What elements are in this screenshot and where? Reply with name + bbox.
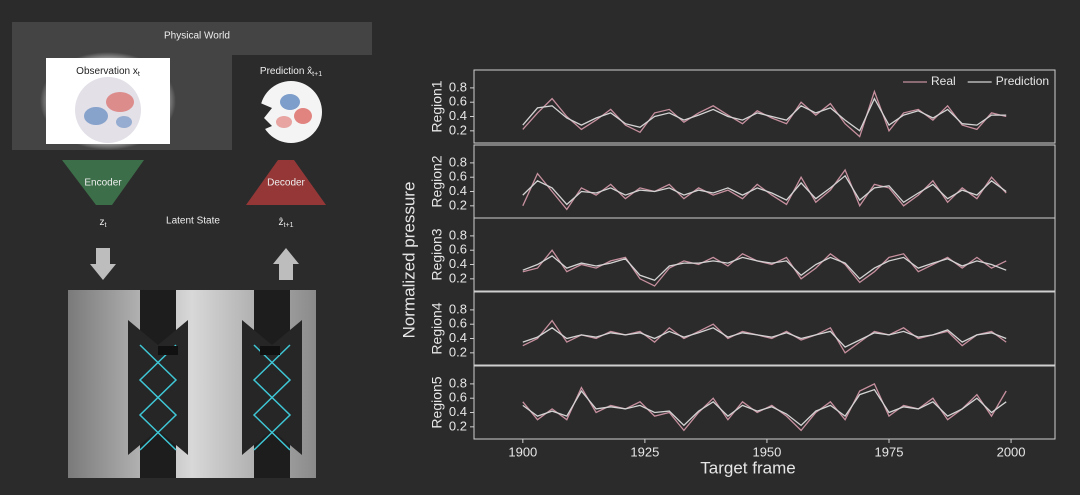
legend-label: Real (931, 74, 956, 88)
y-tick-label: 0.4 (449, 404, 467, 419)
panel-label: Region4 (429, 302, 445, 354)
z-sub: t (105, 222, 107, 229)
physical-world-label: Physical World (164, 31, 230, 42)
z-hat-text: ẑ (279, 217, 284, 228)
z-hat-sub: t+1 (284, 222, 294, 229)
series-line (522, 174, 1007, 206)
prediction-sub: t+1 (312, 71, 322, 78)
chip (242, 320, 302, 455)
x-tick-label: 1900 (508, 444, 537, 459)
decoder-shape (246, 160, 326, 205)
prediction-label: Prediction x̂t+1 (260, 65, 322, 78)
prediction-text: Prediction x̂ (260, 65, 312, 77)
y-tick-label: 0.2 (449, 197, 467, 212)
panel-label: Region1 (429, 80, 445, 132)
decoder-label: Decoder (267, 178, 305, 189)
channels (138, 344, 292, 451)
panel-frame (473, 291, 1056, 366)
y-tick-label: 0.2 (449, 270, 467, 285)
arrow-up (273, 248, 299, 280)
y-tick-label: 0.6 (449, 316, 467, 331)
panel-label: Region3 (429, 228, 445, 280)
z-label: zt (100, 217, 107, 229)
y-tick-label: 0.4 (449, 108, 467, 123)
y-tick-label: 0.8 (449, 375, 467, 390)
sensor (260, 346, 280, 355)
y-tick-label: 0.4 (449, 183, 467, 198)
y-tick-label: 0.6 (449, 94, 467, 109)
y-tick-label: 0.4 (449, 330, 467, 345)
y-tick-label: 0.8 (449, 227, 467, 242)
prediction-cut (258, 102, 272, 132)
panel-frame (473, 69, 1056, 144)
observation-sub: t (138, 71, 140, 78)
x-axis-label: Target frame (700, 458, 795, 477)
x-tick-label: 1925 (630, 444, 659, 459)
x-tick-label: 1975 (875, 444, 904, 459)
arrow-down (90, 248, 116, 280)
series-line (522, 327, 1007, 348)
prediction-blob (294, 108, 312, 124)
flow-blob (116, 116, 132, 128)
y-tick-label: 0.2 (449, 344, 467, 359)
panel-frame (473, 365, 1056, 440)
flow-blob (84, 107, 108, 125)
y-tick-label: 0.6 (449, 242, 467, 257)
prediction-blob (280, 94, 300, 110)
panel-frame (473, 217, 1056, 292)
z-hat-label: ẑt+1 (279, 217, 294, 229)
y-tick-label: 0.2 (449, 418, 467, 433)
series-line (522, 255, 1007, 282)
observation-label: Observation xt (76, 66, 140, 78)
prediction-field (260, 81, 322, 143)
latent-label: Latent State (166, 216, 220, 227)
series-line (522, 97, 1007, 132)
y-tick-label: 0.6 (449, 390, 467, 405)
y-tick-label: 0.2 (449, 122, 467, 137)
flow-field (75, 77, 141, 143)
prediction-blob (276, 116, 292, 128)
encoder-label: Encoder (84, 178, 122, 189)
observation-text: Observation x (76, 66, 138, 77)
legend-label: Prediction (996, 74, 1049, 88)
panel-label: Region5 (429, 376, 445, 428)
y-tick-label: 0.8 (449, 301, 467, 316)
panel-label: Region2 (429, 155, 445, 207)
x-tick-label: 2000 (997, 444, 1026, 459)
flow-blob (106, 92, 134, 112)
y-tick-label: 0.4 (449, 256, 467, 271)
x-tick-label: 1950 (752, 444, 781, 459)
y-tick-label: 0.6 (449, 169, 467, 184)
y-tick-label: 0.8 (449, 79, 467, 94)
sensor (158, 346, 178, 355)
series-line (522, 388, 1007, 427)
encoder-shape (62, 160, 144, 205)
z-text: z (100, 217, 105, 228)
y-tick-label: 0.8 (449, 154, 467, 169)
y-axis-label: Normalized pressure (399, 182, 418, 339)
